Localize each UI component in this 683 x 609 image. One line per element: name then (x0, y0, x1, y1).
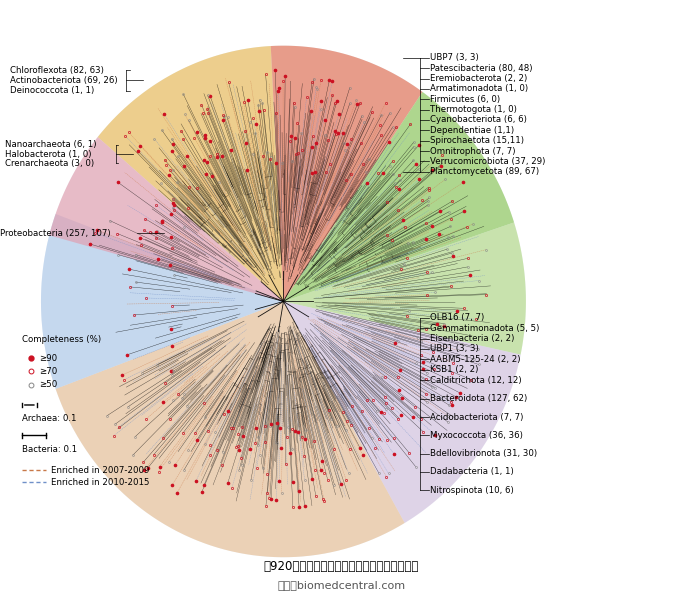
Text: Eremiobacterota (2, 2): Eremiobacterota (2, 2) (430, 74, 527, 83)
Text: UBP7 (3, 3): UBP7 (3, 3) (430, 54, 479, 62)
Text: AABM5-125-24 (2, 2): AABM5-125-24 (2, 2) (430, 355, 521, 364)
Text: Myxococcota (36, 36): Myxococcota (36, 36) (430, 431, 523, 440)
Text: Archaea: 0.1: Archaea: 0.1 (22, 414, 76, 423)
Text: Completeness (%): Completeness (%) (22, 335, 101, 344)
Polygon shape (283, 222, 526, 354)
Polygon shape (41, 214, 283, 389)
Text: ≥70: ≥70 (40, 367, 58, 376)
Polygon shape (283, 92, 514, 301)
Text: Dependentiae (1,1): Dependentiae (1,1) (430, 126, 514, 135)
Text: Gemmatimonadota (5, 5): Gemmatimonadota (5, 5) (430, 324, 540, 333)
Text: Chloroflexota (82, 63): Chloroflexota (82, 63) (10, 66, 104, 74)
Text: Cyanobacteriota (6, 6): Cyanobacteriota (6, 6) (430, 116, 527, 124)
Text: Armatimonadota (1, 0): Armatimonadota (1, 0) (430, 85, 529, 93)
Polygon shape (49, 137, 283, 301)
Text: Omnitrophota (7, 7): Omnitrophota (7, 7) (430, 147, 516, 155)
Text: Firmicutes (6, 0): Firmicutes (6, 0) (430, 95, 501, 104)
Text: Halobacterota (1, 0): Halobacterota (1, 0) (5, 150, 92, 158)
Text: Verrucomicrobiota (37, 29): Verrucomicrobiota (37, 29) (430, 157, 546, 166)
Text: Calditrichota (12, 12): Calditrichota (12, 12) (430, 376, 522, 384)
Text: Eisenbacteria (2, 2): Eisenbacteria (2, 2) (430, 334, 515, 343)
Text: Bdellovibrionota (31, 30): Bdellovibrionota (31, 30) (430, 449, 538, 458)
Text: Nitrospinota (10, 6): Nitrospinota (10, 6) (430, 486, 514, 495)
Text: 图源：biomedcentral.com: 图源：biomedcentral.com (277, 580, 406, 590)
Text: Patescibacteria (80, 48): Patescibacteria (80, 48) (430, 64, 533, 72)
Text: 从920个宏基因组拼接基因组得到的种系演化图: 从920个宏基因组拼接基因组得到的种系演化图 (264, 560, 419, 573)
Text: Acidobacteriota (7, 7): Acidobacteriota (7, 7) (430, 413, 524, 421)
Text: Deinococcota (1, 1): Deinococcota (1, 1) (10, 86, 94, 95)
Text: Crenarchaeota (3, 0): Crenarchaeota (3, 0) (5, 159, 94, 167)
Polygon shape (55, 301, 404, 557)
Text: Spirochaetota (15,11): Spirochaetota (15,11) (430, 136, 525, 145)
Text: Thermotogota (1, 0): Thermotogota (1, 0) (430, 105, 517, 114)
Text: KSB1 (2, 2): KSB1 (2, 2) (430, 365, 479, 374)
Text: Planctomycetota (89, 67): Planctomycetota (89, 67) (430, 167, 540, 176)
Text: Enriched in 2010-2015: Enriched in 2010-2015 (51, 478, 149, 487)
Text: Bacteroidota (127, 62): Bacteroidota (127, 62) (430, 395, 527, 403)
Text: Actinobacteriota (69, 26): Actinobacteriota (69, 26) (10, 76, 118, 85)
Text: ≥50: ≥50 (40, 381, 58, 389)
Text: OLB16 (7, 7): OLB16 (7, 7) (430, 314, 484, 322)
Text: Nanoarchaeota (6, 1): Nanoarchaeota (6, 1) (5, 141, 97, 149)
Text: Bacteria: 0.1: Bacteria: 0.1 (22, 445, 77, 454)
Text: ≥90: ≥90 (40, 354, 58, 362)
Ellipse shape (41, 46, 526, 557)
Text: Dadabacteria (1, 1): Dadabacteria (1, 1) (430, 468, 514, 476)
Polygon shape (98, 46, 283, 301)
Text: UBP1 (3, 3): UBP1 (3, 3) (430, 345, 479, 353)
Text: Enriched in 2007-2009: Enriched in 2007-2009 (51, 466, 149, 474)
Polygon shape (283, 301, 520, 523)
Polygon shape (270, 46, 423, 301)
Text: Proteobacteria (257, 107): Proteobacteria (257, 107) (0, 229, 111, 238)
